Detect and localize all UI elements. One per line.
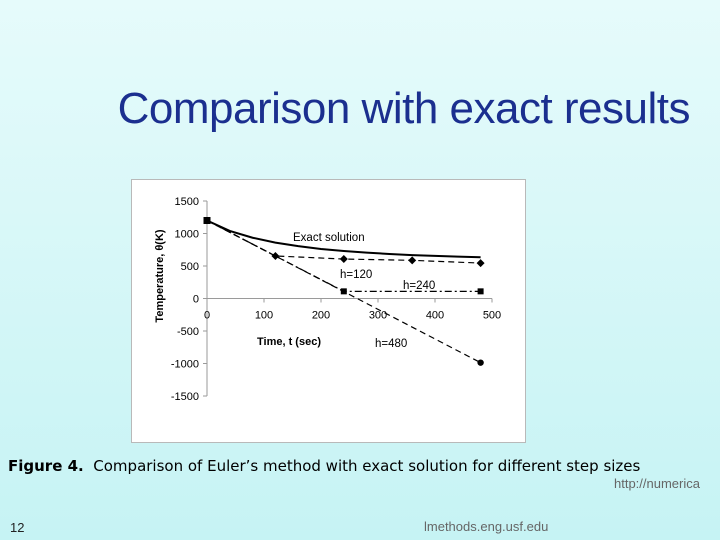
footer-url-part1: http://numerica: [614, 476, 700, 491]
data-point: [408, 256, 417, 265]
x-tick-label: 500: [483, 310, 501, 322]
y-tick-label: -1000: [171, 359, 199, 371]
chart-frame: 1500 1000 500 0 -500 -1000 -1500 0 100 200 300 400 5…: [131, 179, 526, 443]
y-tick-label: 0: [193, 294, 199, 306]
y-tick-label: 1000: [175, 229, 199, 241]
y-tick-label: -1500: [171, 391, 199, 403]
footer-url-part2: lmethods.eng.usf.edu: [424, 519, 549, 534]
x-tick-label: 300: [369, 310, 387, 322]
series-annotation: h=120: [340, 269, 372, 281]
y-tick-label: 1500: [175, 196, 199, 208]
data-point: [477, 359, 484, 366]
x-tick-label: 100: [255, 310, 273, 322]
data-point: [477, 288, 484, 295]
slide-title: Comparison with exact results: [117, 84, 691, 133]
x-tick-label: 0: [204, 310, 210, 322]
chart-labels: Time, t (sec) Temperature, θ(K) Exact solu…: [154, 229, 435, 350]
series-line-0: [206, 219, 481, 259]
slide-number: 12: [10, 520, 25, 535]
series-annotation: h=240: [403, 280, 435, 292]
y-axis-label: Temperature, θ(K): [154, 229, 166, 322]
figure-caption-label: Figure 4.: [8, 457, 84, 475]
series-annotation: h=480: [375, 338, 407, 350]
x-axis-label: Time, t (sec): [257, 336, 321, 348]
chart-series: [203, 217, 485, 366]
y-tick-label: -500: [177, 326, 199, 338]
data-point: [476, 259, 485, 268]
data-point: [203, 217, 211, 224]
x-tick-label: 400: [426, 310, 444, 322]
chart-axes: 1500 1000 500 0 -500 -1000 -1500 0 100 200 300 400 5…: [171, 196, 501, 403]
y-tick-label: 500: [181, 261, 199, 273]
series-annotation: Exact solution: [293, 232, 365, 244]
data-point: [339, 255, 348, 264]
figure-caption: Figure 4. Comparison of Euler’s method w…: [8, 457, 718, 475]
temperature-chart: 1500 1000 500 0 -500 -1000 -1500 0 100 200 300 400 5…: [154, 196, 501, 403]
x-tick-label: 200: [312, 310, 330, 322]
series-line-3: [206, 219, 481, 364]
figure-caption-text: Comparison of Euler’s method with exact …: [93, 457, 641, 475]
